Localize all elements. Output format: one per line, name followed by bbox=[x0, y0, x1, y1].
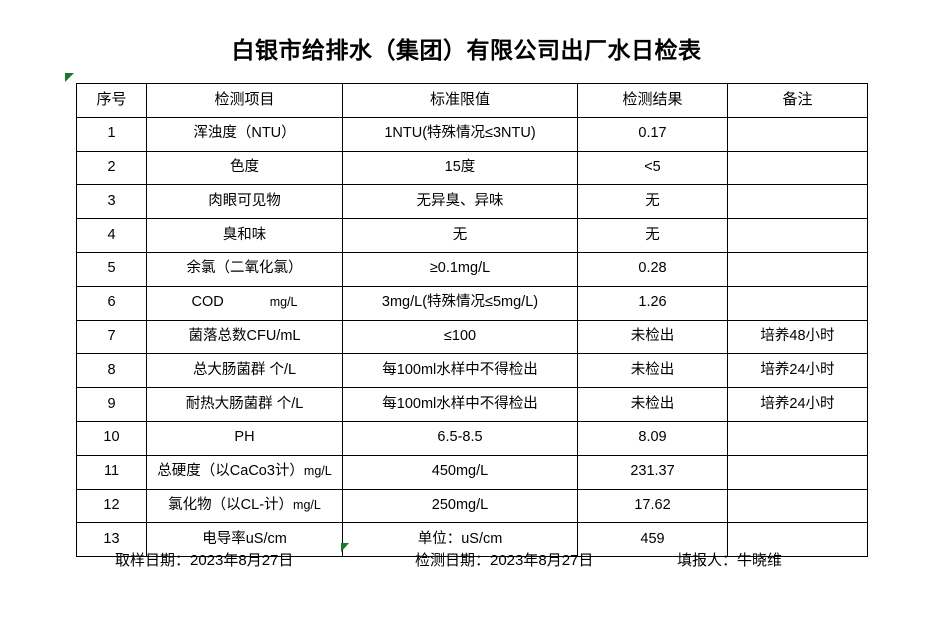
cell-item: 肉眼可见物 bbox=[146, 184, 343, 220]
cell-item: 菌落总数CFU/mL bbox=[146, 319, 343, 355]
table-row: 4 臭和味无无 bbox=[76, 218, 868, 253]
table-row: 13 电导率uS/cm 单位：uS/cm 459 bbox=[76, 522, 868, 558]
table-row: 8 总大肠菌群 个/L 每100ml水样中不得检出 未检出 培养24小时 bbox=[76, 353, 868, 389]
cell-no: 6 bbox=[76, 285, 147, 321]
cell-std: 3mg/L(特殊情况≤5mg/L) bbox=[342, 285, 578, 321]
cell-res: 8.09 bbox=[577, 420, 728, 456]
cell-no: 1 bbox=[76, 116, 147, 152]
cell-note bbox=[727, 218, 868, 253]
cell-std: 无异臭、异味 bbox=[342, 184, 578, 220]
cell-res: 未检出 bbox=[577, 387, 728, 422]
cell-note bbox=[727, 454, 868, 490]
column-header-note: 备注 bbox=[727, 83, 868, 118]
cell-item: COD mg/L bbox=[146, 285, 343, 321]
cell-item: 浑浊度（NTU） bbox=[146, 116, 343, 152]
cell-note: 培养24小时 bbox=[727, 353, 868, 389]
cell-no: 7 bbox=[76, 319, 147, 355]
cell-std: 每100ml水样中不得检出 bbox=[342, 353, 578, 389]
cell-item-unit: mg/L bbox=[303, 464, 332, 479]
table-row: 11 总硬度（以CaCo3计）mg/L 450mg/L 231.37 bbox=[76, 454, 868, 490]
cell-res: 0.17 bbox=[577, 116, 728, 152]
cell-no: 2 bbox=[76, 150, 147, 186]
cell-res: <5 bbox=[577, 150, 728, 186]
table-row: 12 氯化物（以CL-计）mg/L 250mg/L 17.62 bbox=[76, 488, 868, 524]
table-row: 1 浑浊度（NTU） 1NTU(特殊情况≤3NTU) 0.17 bbox=[76, 116, 868, 152]
table-body: 序号 检测项目 标准限值 检测结果 备注 1 浑浊度（NTU） 1NTU(特殊情况≤3NTU)… bbox=[76, 83, 868, 558]
page-title: 白银市给排水（集团）有限公司出厂水日检表 bbox=[231, 37, 702, 63]
cell-item-label: 氯化物（以CL-计） bbox=[168, 496, 294, 513]
cell-note bbox=[727, 285, 868, 321]
cell-note bbox=[727, 522, 868, 558]
cell-std: 每100ml水样中不得检出 bbox=[342, 387, 578, 422]
cell-std: 无 bbox=[342, 218, 578, 253]
cell-item-unit: mg/L bbox=[293, 497, 321, 512]
cell-std: 15度 bbox=[342, 150, 578, 186]
sample-date-label: 取样日期：2023年8月27日 bbox=[115, 552, 294, 569]
cell-no: 13 bbox=[76, 522, 147, 558]
cell-note bbox=[727, 184, 868, 220]
cell-item: 电导率uS/cm bbox=[146, 522, 343, 558]
column-header-res: 检测结果 bbox=[577, 83, 728, 118]
table-row: 6 COD mg/L 3mg/L(特殊情况≤5mg/L) 1.26 bbox=[76, 285, 868, 321]
cell-no: 11 bbox=[76, 454, 147, 490]
cell-res: 无 bbox=[577, 184, 728, 220]
cell-no: 8 bbox=[76, 353, 147, 389]
cell-item-label: 总硬度（以CaCo3计） bbox=[157, 463, 304, 480]
green-comment-marker-icon-top bbox=[65, 73, 74, 82]
cell-note bbox=[727, 251, 868, 287]
cell-std: ≥0.1mg/L bbox=[342, 251, 578, 287]
cell-item-label: COD bbox=[191, 294, 224, 311]
cell-res: 0.28 bbox=[577, 251, 728, 287]
table-row: 5 余氯（二氧化氯） ≥0.1mg/L 0.28 bbox=[76, 251, 868, 287]
cell-res: 未检出 bbox=[577, 319, 728, 355]
cell-item: PH bbox=[146, 420, 343, 456]
cell-res: 无 bbox=[577, 218, 728, 253]
cell-res: 17.62 bbox=[577, 488, 728, 524]
cell-note bbox=[727, 420, 868, 456]
cell-no: 5 bbox=[76, 251, 147, 287]
cell-note bbox=[727, 116, 868, 152]
cell-item: 余氯（二氧化氯） bbox=[146, 251, 343, 287]
cell-note bbox=[727, 150, 868, 186]
cell-std: ≤100 bbox=[342, 319, 578, 355]
cell-std: 1NTU(特殊情况≤3NTU) bbox=[342, 116, 578, 152]
cell-no: 12 bbox=[76, 488, 147, 524]
column-header-std: 标准限值 bbox=[342, 83, 578, 118]
cell-no: 4 bbox=[76, 218, 147, 253]
cell-note: 培养24小时 bbox=[727, 387, 868, 422]
cell-res: 未检出 bbox=[577, 353, 728, 389]
cell-item: 耐热大肠菌群 个/L bbox=[146, 387, 343, 422]
cell-std: 250mg/L bbox=[342, 488, 578, 524]
filler-name-label: 填报人：牛晓维 bbox=[677, 552, 783, 569]
green-comment-marker-icon-bottom bbox=[341, 543, 349, 552]
footer: 取样日期：2023年8月27日 检测日期：2023年8月27日 填报人：牛晓维 bbox=[76, 549, 876, 575]
table-row: 7 菌落总数CFU/mL ≤100 未检出 培养48小时 bbox=[76, 319, 868, 355]
table-row: 3 肉眼可见物 无异臭、异味无 bbox=[76, 184, 868, 220]
cell-item: 氯化物（以CL-计）mg/L bbox=[146, 488, 343, 524]
column-header-item: 检测项目 bbox=[146, 83, 343, 118]
cell-note: 培养48小时 bbox=[727, 319, 868, 355]
cell-std: 6.5-8.5 bbox=[342, 420, 578, 456]
cell-no: 10 bbox=[76, 420, 147, 456]
cell-res: 1.26 bbox=[577, 285, 728, 321]
cell-item: 总硬度（以CaCo3计）mg/L bbox=[146, 454, 343, 490]
table-row: 10 PH 6.5-8.5 8.09 bbox=[76, 420, 868, 456]
cell-res: 231.37 bbox=[577, 454, 728, 490]
water-quality-table: 序号 检测项目 标准限值 检测结果 备注 1 浑浊度（NTU） 1NTU(特殊情况≤3NTU)… bbox=[76, 83, 868, 558]
cell-item: 臭和味 bbox=[146, 218, 343, 253]
cell-no: 3 bbox=[76, 184, 147, 220]
cell-item-unit: mg/L bbox=[269, 295, 298, 310]
cell-item: 色度 bbox=[146, 150, 343, 186]
table-row: 9 耐热大肠菌群 个/L 每100ml水样中不得检出 未检出 培养24小时 bbox=[76, 387, 868, 422]
test-date-label: 检测日期：2023年8月27日 bbox=[415, 552, 594, 569]
table-row: 2 色度 15度 <5 bbox=[76, 150, 868, 186]
table-header-row: 序号 检测项目 标准限值 检测结果 备注 bbox=[76, 83, 868, 118]
cell-item: 总大肠菌群 个/L bbox=[146, 353, 343, 389]
cell-res: 459 bbox=[577, 522, 728, 558]
column-header-no: 序号 bbox=[76, 83, 147, 118]
cell-note bbox=[727, 488, 868, 524]
cell-no: 9 bbox=[76, 387, 147, 422]
cell-std: 450mg/L bbox=[342, 454, 578, 490]
